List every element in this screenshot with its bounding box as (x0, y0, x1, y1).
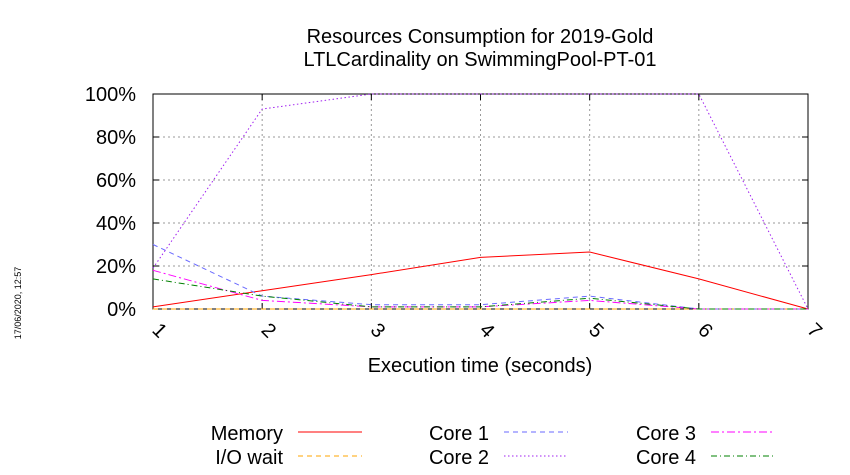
y-tick-label: 80% (96, 127, 136, 149)
x-tick-label: 1 (148, 319, 171, 342)
chart-title-line-1: Resources Consumption for 2019-Gold (307, 26, 654, 48)
y-tick-label: 40% (96, 213, 136, 235)
y-tick-labels: 0% 20% 40% 60% 80% 100% (85, 84, 136, 321)
y-tick-label: 100% (85, 84, 136, 106)
legend-label-core-2: Core 2 (429, 447, 489, 469)
series-line-memory (152, 251, 809, 310)
timestamp-label: 17/06/2020, 12:57 (13, 267, 23, 340)
chart-title-line-2: LTLCardinality on SwimmingPool-PT-01 (303, 49, 656, 71)
legend-label-core-4: Core 4 (636, 447, 696, 469)
x-tick-label: 3 (366, 319, 389, 342)
axes (152, 93, 809, 310)
series-line-core-4 (152, 278, 808, 310)
plot-frame (152, 93, 809, 310)
x-tick-label: 2 (257, 319, 280, 342)
y-tick-label: 60% (96, 170, 136, 192)
legend-label-core-3: Core 3 (636, 423, 696, 445)
grid-lines (153, 94, 808, 309)
legend-label-core-1: Core 1 (429, 423, 489, 445)
x-tick-label: 6 (693, 319, 716, 342)
series-lines (152, 93, 809, 310)
legend-label-memory: Memory (211, 423, 283, 445)
legend-label-i-o-wait: I/O wait (215, 447, 283, 469)
series-line-core-2 (152, 93, 809, 310)
x-tick-label: 5 (584, 319, 607, 342)
x-tick-label: 7 (803, 319, 826, 342)
x-tick-labels: 1 2 3 4 5 6 7 (148, 319, 826, 342)
y-tick-label: 20% (96, 256, 136, 278)
x-tick-label: 4 (475, 319, 498, 342)
x-axis-label: Execution time (seconds) (368, 355, 593, 377)
y-tick-label: 0% (107, 299, 136, 321)
